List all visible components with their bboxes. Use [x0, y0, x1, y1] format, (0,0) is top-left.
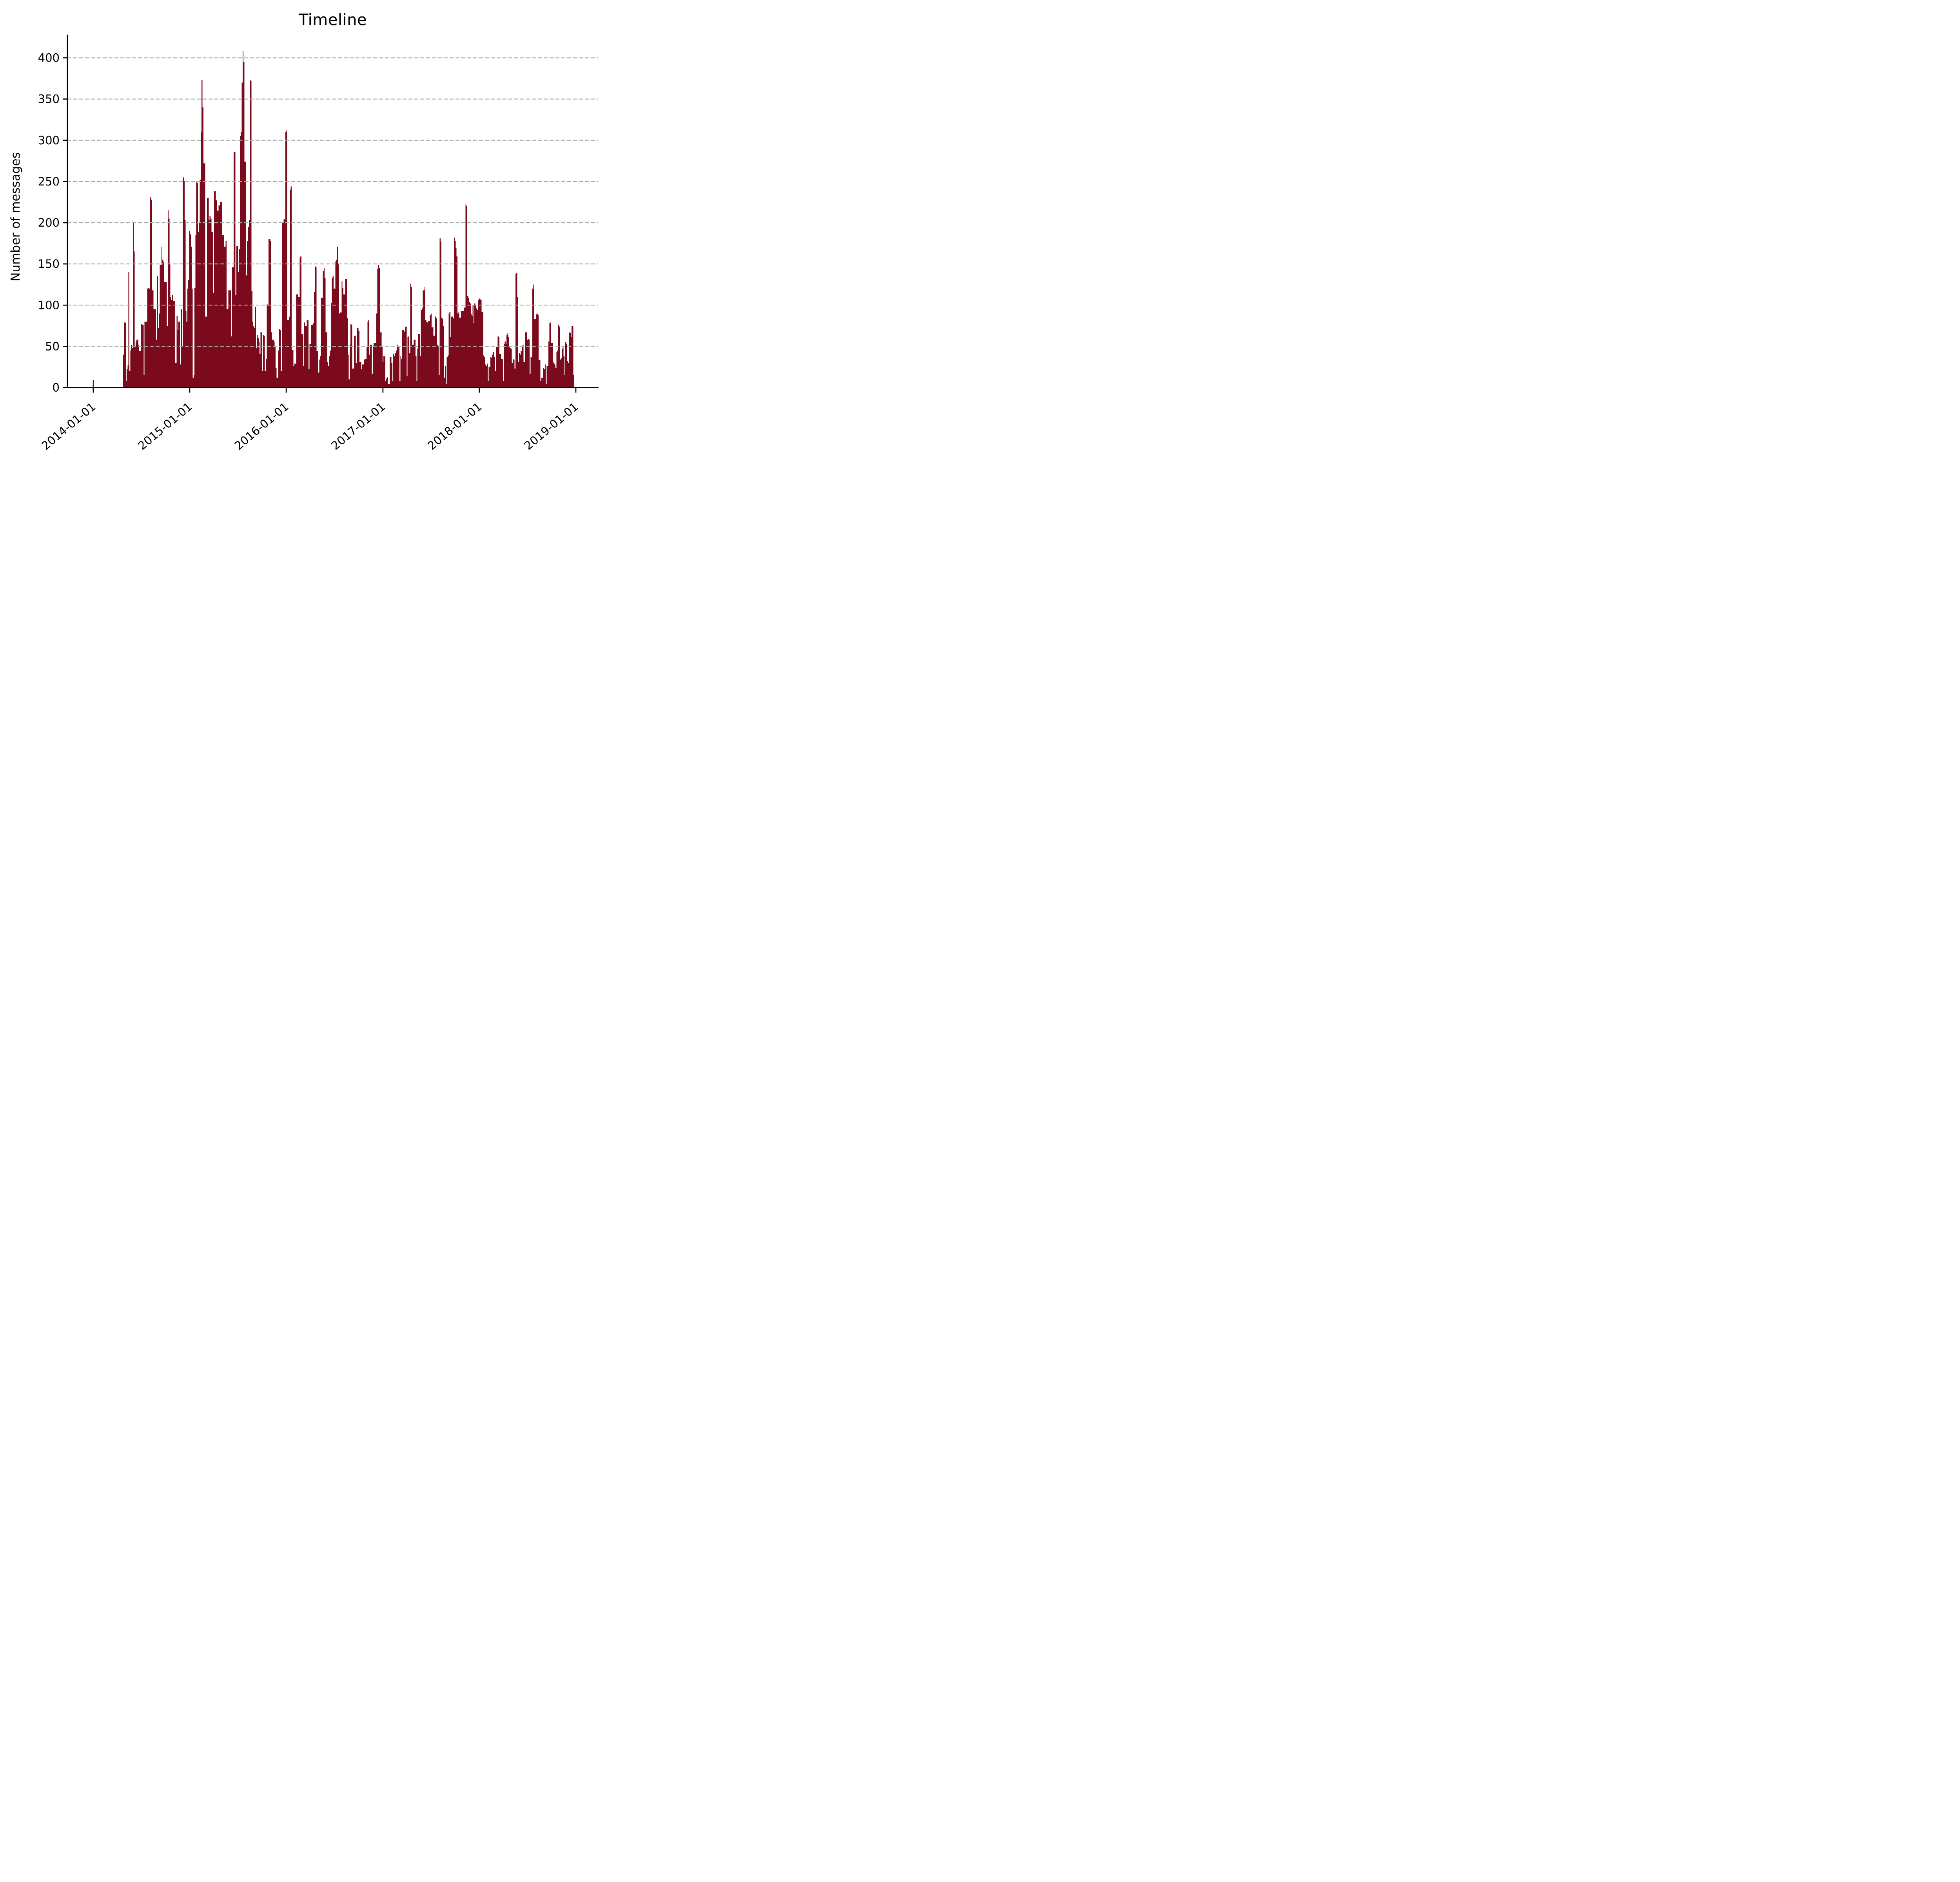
y-ticks: 0 50 100 150 200 250 300 350 400: [38, 51, 67, 394]
x-tick-label-2015-01-01: 2015-01-01: [136, 400, 195, 452]
figure: Timeline Number of messages 0 50 100 150 200…: [0, 0, 615, 461]
y-tick-label: 350: [38, 93, 60, 106]
axes: [67, 35, 599, 388]
x-tick-label-2018-01-01: 2018-01-01: [425, 400, 484, 452]
timeline-chart: 0 50 100 150 200 250 300 350 400 2014-01-01 2015-0…: [38, 35, 599, 452]
x-tick-label-2016-01-01: 2016-01-01: [232, 400, 291, 452]
y-tick-label: 400: [38, 51, 60, 65]
bars: [93, 51, 574, 388]
isolated-bar: [93, 380, 94, 388]
x-tick-label-2019-01-01: 2019-01-01: [522, 400, 581, 452]
y-tick-label: 300: [38, 134, 60, 147]
x-tick-label-2017-01-01: 2017-01-01: [328, 400, 388, 452]
y-tick-label: 200: [38, 216, 60, 229]
x-tick-label-2014-01-01: 2014-01-01: [39, 400, 98, 452]
y-tick-label: 100: [38, 298, 60, 312]
bar-series: [123, 51, 574, 388]
x-ticks: 2014-01-01 2015-01-01 2016-01-01 2017-01-01…: [39, 387, 581, 452]
chart-title: Timeline: [298, 11, 367, 29]
y-tick-label: 0: [53, 381, 60, 394]
y-tick-label: 150: [38, 257, 60, 271]
y-tick-label: 50: [45, 340, 60, 353]
y-tick-label: 250: [38, 175, 60, 188]
